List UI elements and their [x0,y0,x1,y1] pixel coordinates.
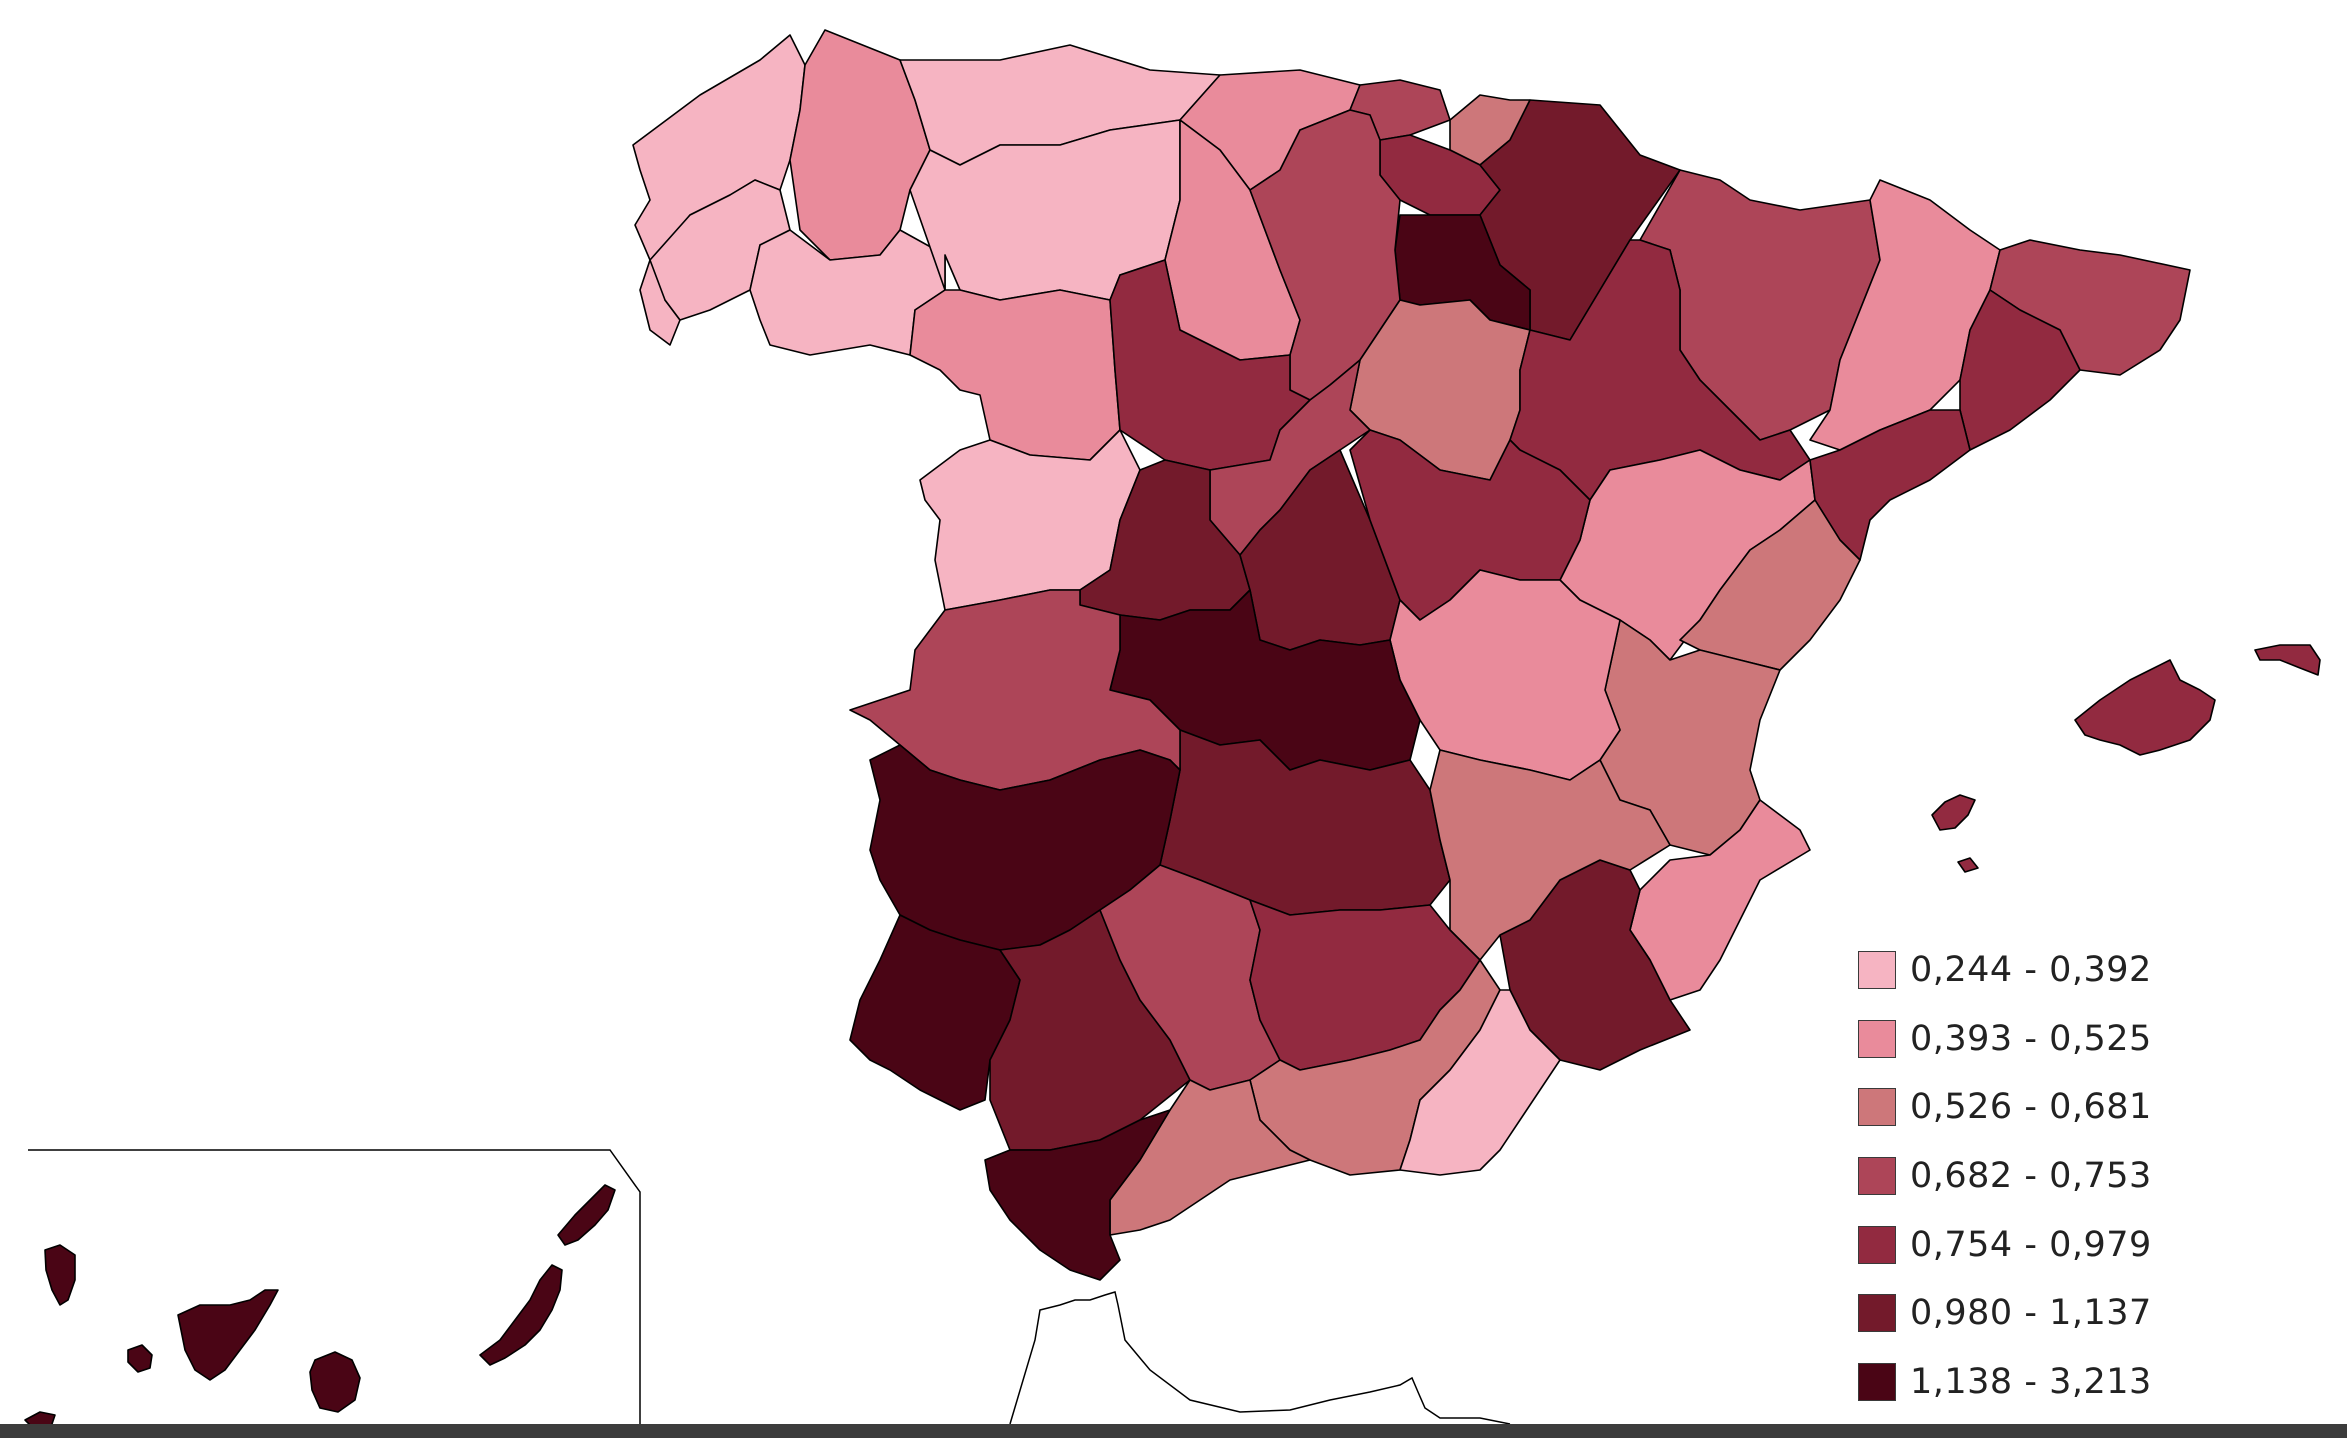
region-la-palma [44,1244,76,1306]
region-la-gomera [127,1344,153,1373]
africa-coastline [1009,1291,1511,1425]
region-lanzarote [557,1184,616,1246]
region-mallorca [2074,659,2216,756]
legend-item: 0,244 - 0,392 [1858,936,2158,1005]
region-cadiz [984,1109,1171,1281]
region-gran-canaria [309,1351,361,1413]
legend-swatch [1858,1294,1896,1333]
legend-swatch [1858,1088,1896,1127]
legend-item: 0,754 - 0,979 [1858,1210,2158,1279]
region-fuerteventura [479,1264,563,1366]
legend-label: 0,526 - 0,681 [1910,1087,2152,1128]
region-barcelona [1959,289,2081,451]
canary-inset-frame [28,1149,641,1424]
region-zamora [909,289,1121,461]
legend-swatch [1858,1157,1896,1196]
legend-label: 1,138 - 3,213 [1910,1361,2152,1402]
legend-swatch [1858,1019,1896,1058]
legend: 0,244 - 0,392 0,393 - 0,525 0,526 - 0,68… [1858,936,2158,1416]
legend-item: 0,980 - 1,137 [1858,1279,2158,1348]
legend-label: 0,754 - 0,979 [1910,1224,2152,1265]
region-huelva [849,914,1021,1111]
legend-swatch [1858,1362,1896,1401]
bottom-bar [0,1424,2347,1438]
legend-swatch [1858,1225,1896,1264]
region-malaga [1109,1079,1311,1236]
legend-label: 0,980 - 1,137 [1910,1293,2152,1334]
legend-label: 0,393 - 0,525 [1910,1018,2152,1059]
region-almeria [1399,989,1561,1176]
legend-item: 0,682 - 0,753 [1858,1142,2158,1211]
legend-label: 0,244 - 0,392 [1910,950,2152,991]
legend-label: 0,682 - 0,753 [1910,1156,2152,1197]
region-ibiza [1931,794,1976,831]
legend-swatch [1858,951,1896,990]
legend-item: 0,393 - 0,525 [1858,1005,2158,1074]
region-castellon [1679,499,1861,671]
legend-item: 1,138 - 3,213 [1858,1348,2158,1417]
region-formentera [1957,857,1979,873]
region-tenerife [177,1289,279,1381]
region-menorca [2254,644,2321,676]
legend-item: 0,526 - 0,681 [1858,1073,2158,1142]
